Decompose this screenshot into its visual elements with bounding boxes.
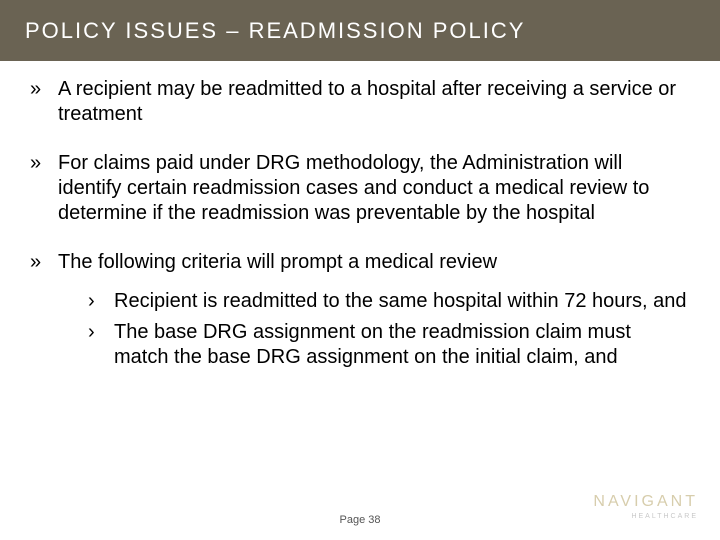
brand-name: NAVIGANT [593,493,698,511]
bullet-text: The following criteria will prompt a med… [58,251,497,273]
bullet-list: A recipient may be readmitted to a hospi… [30,77,690,370]
slide-body: A recipient may be readmitted to a hospi… [0,61,720,370]
bullet-text: A recipient may be readmitted to a hospi… [58,78,676,125]
bullet-item: For claims paid under DRG methodology, t… [30,151,690,226]
bullet-item: A recipient may be readmitted to a hospi… [30,77,690,127]
slide-title-bar: POLICY ISSUES – READMISSION POLICY [0,0,720,61]
sub-bullet-item: The base DRG assignment on the readmissi… [88,320,690,370]
bullet-text: For claims paid under DRG methodology, t… [58,152,649,224]
sub-bullet-text: Recipient is readmitted to the same hosp… [114,290,687,312]
slide-title: POLICY ISSUES – READMISSION POLICY [25,18,525,43]
bullet-item: The following criteria will prompt a med… [30,250,690,370]
page-number: Page 38 [0,514,720,526]
sub-bullet-list: Recipient is readmitted to the same hosp… [88,289,690,370]
sub-bullet-item: Recipient is readmitted to the same hosp… [88,289,690,314]
sub-bullet-text: The base DRG assignment on the readmissi… [114,321,631,368]
